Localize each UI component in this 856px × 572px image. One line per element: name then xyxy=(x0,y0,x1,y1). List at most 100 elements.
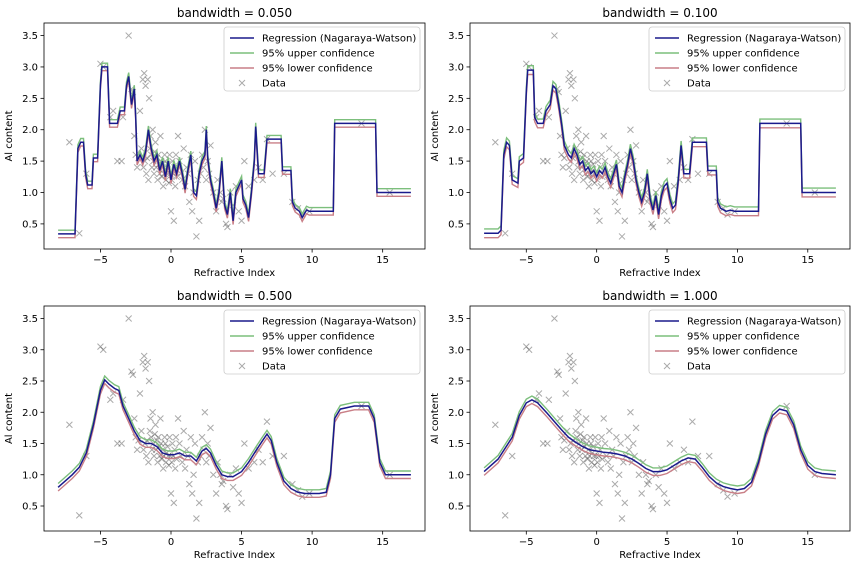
data-point xyxy=(222,220,230,228)
data-point xyxy=(582,452,589,460)
data-point xyxy=(155,443,163,450)
data-point xyxy=(207,142,214,149)
data-point xyxy=(191,440,199,447)
x-tick-label: −5 xyxy=(519,255,534,266)
y-axis-label: Al content xyxy=(430,110,441,161)
data-point xyxy=(161,151,169,159)
data-point xyxy=(99,346,107,354)
data-point xyxy=(66,138,73,146)
legend: Regression (Nagaraya-Watson) 95% upper co… xyxy=(648,26,846,92)
y-tick-label: 3.0 xyxy=(22,345,38,356)
data-point xyxy=(66,421,73,429)
data-point xyxy=(180,427,188,435)
upper-confidence-line xyxy=(483,395,836,487)
data-point xyxy=(576,170,584,178)
regression-line xyxy=(483,398,836,491)
legend-box xyxy=(648,309,846,375)
data-point xyxy=(97,60,104,68)
data-point xyxy=(202,458,210,466)
y-tick-label: 1.0 xyxy=(448,188,464,199)
data-point xyxy=(178,458,186,466)
data-point xyxy=(133,446,141,454)
data-point xyxy=(535,107,543,115)
data-point xyxy=(593,490,601,497)
data-point xyxy=(570,76,577,83)
data-point xyxy=(154,176,161,184)
data-point xyxy=(613,433,620,441)
data-point xyxy=(663,217,671,225)
data-point xyxy=(159,182,167,190)
data-point xyxy=(551,32,558,39)
legend-upper: 95% upper confidence xyxy=(687,332,800,343)
data-point xyxy=(562,390,570,397)
data-point xyxy=(582,415,590,422)
data-point xyxy=(166,433,173,441)
y-tick-label: 2.0 xyxy=(448,125,464,136)
data-point xyxy=(245,182,252,190)
data-point xyxy=(522,343,530,350)
data-point xyxy=(125,315,133,322)
data-point xyxy=(188,490,196,497)
data-point xyxy=(176,440,183,447)
data-point xyxy=(181,465,189,472)
data-point xyxy=(617,157,624,165)
x-tick-label: 15 xyxy=(801,537,814,548)
data-point xyxy=(241,157,248,165)
data-point xyxy=(577,138,585,146)
data-point xyxy=(600,415,608,422)
data-point xyxy=(170,499,178,507)
y-tick-label: 2.0 xyxy=(22,408,38,419)
y-tick-label: 2.0 xyxy=(448,408,464,419)
data-point xyxy=(162,458,170,466)
data-point xyxy=(202,176,210,184)
data-point xyxy=(151,430,159,438)
data-point xyxy=(544,157,551,165)
data-point xyxy=(783,402,791,410)
data-point xyxy=(567,82,575,90)
data-point xyxy=(190,471,197,479)
data-point xyxy=(130,415,138,422)
legend-data: Data xyxy=(262,79,286,90)
data-point xyxy=(508,452,516,460)
data-point xyxy=(154,433,162,441)
data-point xyxy=(621,499,629,507)
data-point xyxy=(579,458,587,466)
data-point xyxy=(185,480,193,488)
data-point xyxy=(724,493,731,500)
y-tick-label: 0.5 xyxy=(448,502,464,513)
legend-box xyxy=(223,309,421,375)
y-tick-label: 1.0 xyxy=(22,470,38,481)
data-point xyxy=(580,433,588,441)
data-point xyxy=(559,164,567,171)
x-tick-label: 15 xyxy=(801,255,814,266)
data-point xyxy=(582,132,590,140)
data-point xyxy=(114,157,121,165)
x-tick-label: 15 xyxy=(376,255,389,266)
data-point xyxy=(157,132,164,140)
data-point xyxy=(201,408,209,416)
data-point xyxy=(621,217,629,225)
data-point xyxy=(535,390,543,397)
data-point xyxy=(575,408,582,416)
data-point xyxy=(139,358,147,366)
legend-marker xyxy=(238,79,246,87)
x-tick-label: 0 xyxy=(168,255,174,266)
data-point xyxy=(140,352,148,360)
data-point xyxy=(129,371,137,379)
data-point xyxy=(238,499,245,507)
y-tick-label: 0.5 xyxy=(448,219,464,230)
data-point xyxy=(553,368,561,375)
data-point xyxy=(566,352,574,360)
data-point xyxy=(491,421,499,429)
data-point xyxy=(152,138,159,146)
y-tick-label: 2.5 xyxy=(22,377,38,388)
data-point xyxy=(191,157,199,165)
data-point xyxy=(596,217,603,225)
data-point xyxy=(174,415,182,422)
data-point xyxy=(585,182,593,190)
y-axis-label: Al content xyxy=(430,393,441,444)
data-point xyxy=(229,483,237,491)
legend-regression: Regression (Nagaraya-Watson) xyxy=(262,34,416,45)
y-tick-label: 1.5 xyxy=(22,439,38,450)
data-point xyxy=(128,368,135,375)
